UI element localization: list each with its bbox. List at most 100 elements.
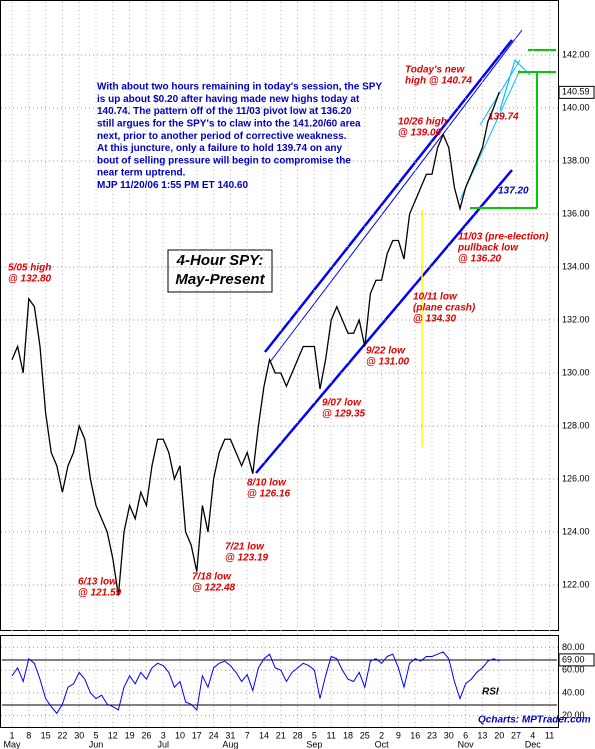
month-label: Oct [375,739,390,749]
y-tick-label: 122.00 [562,579,590,589]
x-tick-label: 30 [74,730,84,740]
annotation: @ 131.00 [366,357,410,368]
annotation: (plane crash) [413,303,476,314]
x-tick-label: 27 [511,730,521,740]
annotation: @ 139.00 [398,128,442,139]
title-box [167,249,273,293]
last-value-label: 69.00 [562,654,585,664]
month-label: Jun [89,739,104,749]
mini-channel [479,59,521,126]
x-tick-label: 21 [276,730,286,740]
x-tick-label: 28 [293,730,303,740]
x-tick-label: 11 [545,730,554,740]
inner-channel [269,29,523,363]
y-tick-label: 40.00 [562,687,585,697]
commentary: still argues for the SPY's to claw into … [97,119,361,130]
y-tick-label: 134.00 [562,261,590,271]
month-label: Nov [458,739,475,749]
x-tick-label: 18 [343,730,353,740]
x-tick-label: 5 [93,730,98,740]
x-tick-label: 19 [125,730,135,740]
annotation: 5/05 high [8,263,51,274]
x-tick-label: 1 [9,730,14,740]
annotation: @ 136.20 [458,254,502,265]
commentary: At this juncture, only a failure to hold… [97,143,342,154]
x-tick-label: 24 [209,730,219,740]
x-tick-label: 25 [360,730,370,740]
month-label: Jul [157,739,169,749]
commentary: next, prior to another period of correct… [97,131,347,142]
y-tick-label: 130.00 [562,367,590,377]
projection [499,58,531,111]
rsi-label: RSI [482,687,499,698]
last-value-box [558,653,595,667]
annotation: @ 134.30 [413,314,457,325]
x-tick-label: 17 [192,730,202,740]
annotation: @ 126.16 [247,489,291,500]
annotation: Today's new [405,65,465,76]
line [11,91,500,596]
month-label: Dec [525,739,542,749]
annotation: high @ 140.74 [405,76,472,87]
lower-channel [255,169,513,474]
commentary: 140.74. The pattern off of the 11/03 piv… [97,106,352,117]
last-value-label: 140.59 [562,87,590,97]
x-tick-label: 8 [26,730,31,740]
commentary: MJP 11/20/06 1:55 PM ET 140.60 [97,180,248,191]
x-tick-label: 3 [161,730,166,740]
y-tick-label: 20.00 [562,710,585,720]
annotation: @ 129.35 [322,409,366,420]
y-tick-label: 132.00 [562,314,590,324]
x-tick-label: 20 [494,730,504,740]
y-tick-label: 138.00 [562,155,590,165]
y-tick-label: 136.00 [562,208,590,218]
x-tick-label: 13 [477,730,487,740]
x-tick-label: 9 [396,730,401,740]
annotation: 10/11 low [413,292,458,303]
annotation: 9/22 low [366,346,406,357]
line [11,651,500,715]
y-tick-label: 124.00 [562,526,590,536]
y-tick-label: 140.00 [562,102,590,112]
x-tick-label: 5 [312,730,317,740]
last-value-box [558,85,595,99]
rsi-panel [0,635,559,728]
annotation: 7/18 low [192,572,232,583]
x-tick-label: 30 [444,730,454,740]
x-tick-label: 7 [245,730,250,740]
x-tick-label: 11 [327,730,336,740]
annotation: @ 123.19 [225,553,269,564]
x-tick-label: 15 [41,730,51,740]
month-label: Sep [306,739,322,749]
commentary: bout of selling pressure will begin to c… [97,155,351,166]
title: May-Present [175,271,265,288]
annotation: @ 121.59 [78,588,122,599]
annotation: 137.20 [498,186,529,197]
x-tick-label: 23 [427,730,437,740]
x-tick-label: 2 [379,730,384,740]
annotation: 7/21 low [225,542,265,553]
x-tick-label: 10 [175,730,185,740]
month-label: May [3,739,21,749]
annotation: @ 132.80 [8,274,52,285]
y-tick-label: 126.00 [562,473,590,483]
x-tick-label: 12 [108,730,118,740]
commentary: near term uptrend. [97,168,186,179]
annotation: 9/07 low [322,398,362,409]
title: 4-Hour SPY: [176,252,264,269]
price-panel [0,0,559,631]
commentary: With about two hours remaining in today'… [97,82,382,93]
source: Qcharts: MPTrader.com [478,715,591,726]
x-tick-label: 16 [410,730,420,740]
annotation: @ 122.48 [192,583,236,594]
x-tick-label: 31 [225,730,235,740]
y-tick-label: 128.00 [562,420,590,430]
y-tick-label: 142.00 [562,49,590,59]
month-label: Aug [222,739,238,749]
x-tick-label: 4 [530,730,535,740]
annotation: 8/10 low [247,478,287,489]
x-tick-label: 22 [57,730,67,740]
annotation: 10/26 high [398,117,447,128]
y-tick-label: 80.00 [562,642,585,652]
y-tick-label: 60.00 [562,665,585,675]
